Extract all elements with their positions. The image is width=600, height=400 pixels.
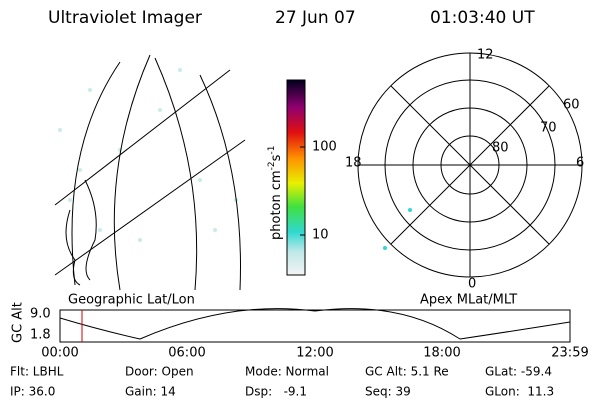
mlt-label: 12 bbox=[477, 48, 494, 63]
mlt-label: 18 bbox=[345, 156, 362, 171]
polar-caption: Apex MLat/MLT bbox=[420, 293, 517, 308]
footer-field: Gain: 14 bbox=[125, 385, 176, 399]
altitude-label: GC Alt bbox=[11, 302, 26, 343]
altitude-tick: 9.0 bbox=[30, 307, 51, 322]
colorbar bbox=[286, 79, 306, 276]
image-caption: Geographic Lat/Lon bbox=[68, 293, 195, 308]
time-tick: 18:00 bbox=[423, 346, 460, 361]
colorbar-tick-label: 10 bbox=[312, 228, 329, 243]
time-tick: 00:00 bbox=[41, 346, 78, 361]
footer-field: GLon: 11.3 bbox=[485, 385, 554, 399]
footer-field: GC Alt: 5.1 Re bbox=[365, 365, 449, 379]
aurora-pixel bbox=[383, 246, 387, 250]
footer: Flt: LBHL Door: Open Mode: Normal GC Alt: 5… bbox=[10, 365, 554, 399]
colorbar-unit: photon cm-2s-1 bbox=[267, 146, 284, 240]
footer-field: Flt: LBHL bbox=[10, 365, 64, 379]
time: 01:03:40 UT bbox=[430, 8, 535, 28]
footer-field: Dsp: -9.1 bbox=[245, 385, 307, 399]
footer-field: GLat: -59.4 bbox=[485, 365, 552, 379]
geographic-image bbox=[54, 54, 246, 291]
instrument: Ultraviolet Imager bbox=[48, 8, 202, 28]
mlat-label: 70 bbox=[540, 121, 557, 136]
time-tick: 23:59 bbox=[551, 346, 588, 361]
altitude-curve bbox=[59, 308, 571, 340]
time-tick: 12:00 bbox=[296, 346, 333, 361]
time-tick: 06:00 bbox=[168, 346, 205, 361]
polar-grid bbox=[357, 52, 583, 278]
mlt-label: 0 bbox=[468, 277, 476, 292]
mlat-label: 60 bbox=[563, 98, 580, 113]
date: 27 Jun 07 bbox=[275, 8, 356, 28]
altitude-frame bbox=[59, 309, 571, 343]
mlt-label: 6 bbox=[576, 156, 584, 171]
footer-field: IP: 36.0 bbox=[10, 385, 55, 399]
footer-field: Mode: Normal bbox=[245, 365, 329, 379]
footer-field: Seq: 39 bbox=[365, 385, 411, 399]
mlat-label: 80 bbox=[492, 141, 509, 156]
footer-field: Door: Open bbox=[125, 365, 194, 379]
colorbar-tick-label: 100 bbox=[312, 140, 337, 155]
aurora-pixel bbox=[408, 208, 412, 212]
altitude-tick: 1.8 bbox=[30, 328, 51, 343]
